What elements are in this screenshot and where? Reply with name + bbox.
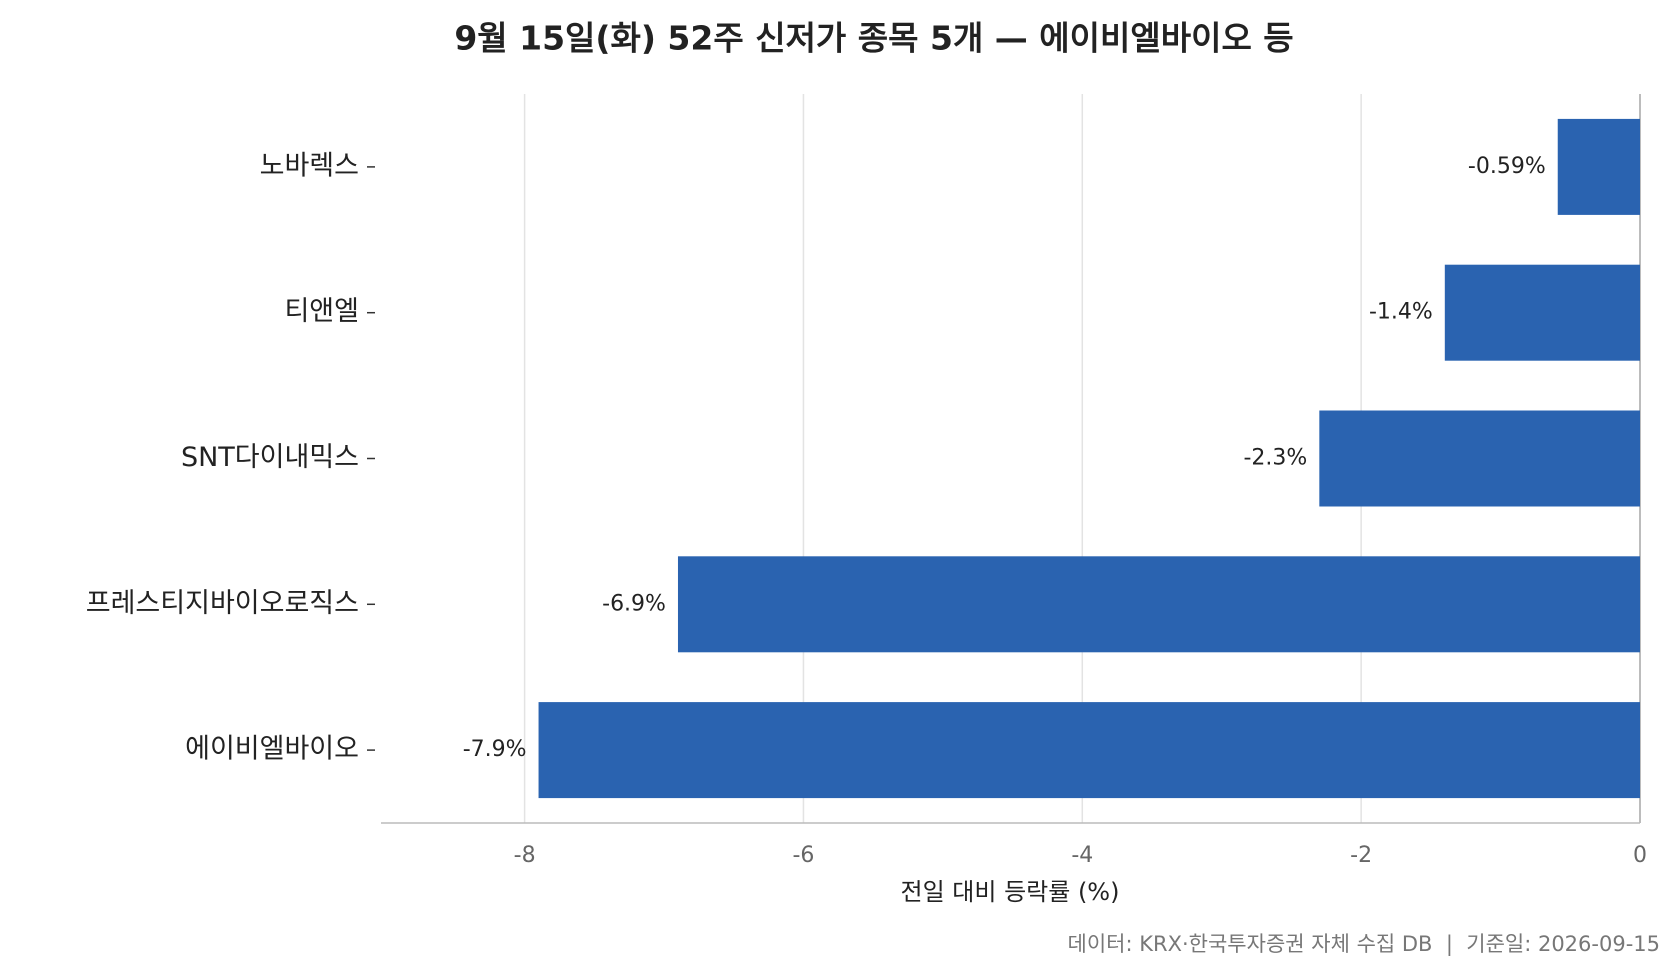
bar bbox=[677, 556, 1640, 653]
bar bbox=[538, 702, 1640, 799]
y-tick-label: 티앤엘 bbox=[284, 296, 359, 327]
x-tick-label: -8 bbox=[514, 843, 536, 868]
x-tick-label: -2 bbox=[1350, 843, 1372, 868]
x-tick-label: -6 bbox=[792, 843, 814, 868]
x-tick-label: 0 bbox=[1633, 843, 1647, 868]
value-label: -2.3% bbox=[1243, 446, 1307, 471]
y-tick-label: SNT다이내믹스 bbox=[181, 442, 359, 473]
value-label: -7.9% bbox=[463, 737, 527, 762]
value-label: -0.59% bbox=[1468, 154, 1546, 179]
value-label: -1.4% bbox=[1369, 300, 1433, 325]
y-tick-label: 노바렉스 bbox=[260, 150, 359, 181]
bar bbox=[1557, 118, 1640, 215]
y-tick-label: 프레스티지바이오로직스 bbox=[86, 588, 359, 619]
bar bbox=[1319, 410, 1640, 507]
value-label: -6.9% bbox=[602, 591, 666, 616]
bar bbox=[1444, 264, 1640, 361]
chart-title: 9월 15일(화) 52주 신저가 종목 5개 — 에이비엘바이오 등 bbox=[454, 19, 1293, 58]
x-axis-label: 전일 대비 등락률 (%) bbox=[901, 878, 1120, 906]
y-tick-label: 에이비엘바이오 bbox=[185, 734, 359, 765]
x-tick-label: -4 bbox=[1071, 843, 1093, 868]
source-note: 데이터: KRX·한국투자증권 자체 수집 DB | 기준일: 2026-09-… bbox=[1068, 932, 1660, 957]
